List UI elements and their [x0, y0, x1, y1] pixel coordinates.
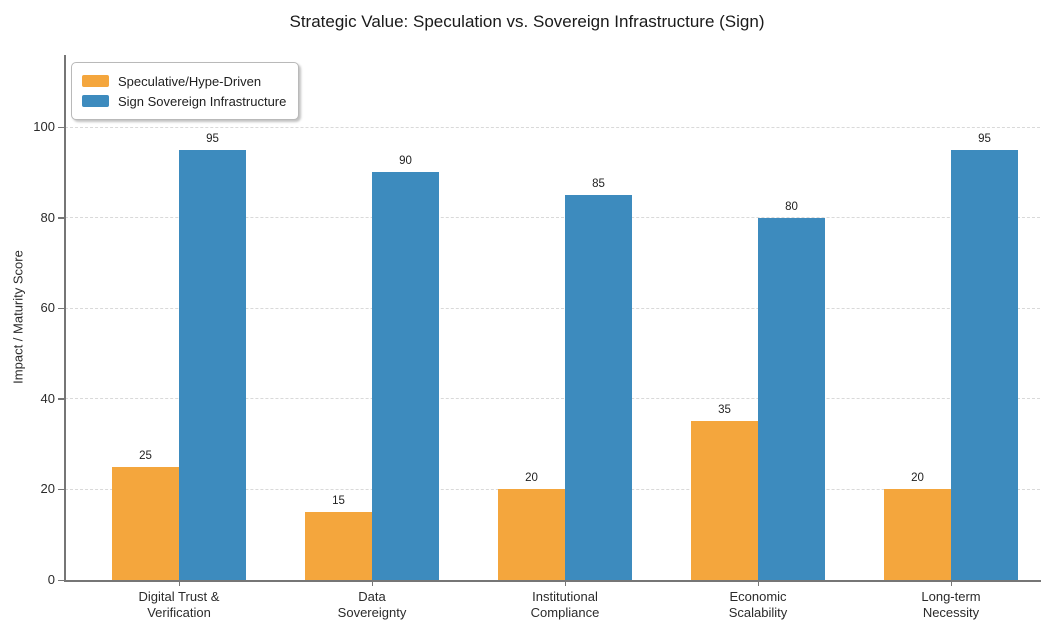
y-tick-mark-80: [58, 217, 64, 219]
x-tick-label-3: Economic Scalability: [728, 589, 788, 620]
bar-1-2: [565, 195, 632, 580]
bar-value-label-1-4: 95: [978, 133, 991, 145]
bar-value-label-0-3: 35: [718, 404, 731, 416]
bar-1-0: [179, 150, 246, 580]
gridline-40: [65, 398, 1040, 400]
bar-0-0: [112, 467, 179, 580]
x-tick-label-0: Digital Trust & Verification: [138, 589, 220, 620]
bar-0-2: [498, 489, 565, 580]
legend-label-sovereign: Sign Sovereign Infrastructure: [118, 93, 287, 109]
plot-area: 25 95 15 90 20 85 35 80 20 95 Speculative/Hype-Dr…: [65, 55, 1040, 580]
x-tick-mark-3: [757, 580, 759, 586]
y-tick-mark-0: [58, 579, 64, 581]
y-tick-mark-60: [58, 307, 64, 310]
bar-value-label-0-2: 20: [525, 472, 538, 484]
y-tick-mark-40: [58, 398, 64, 400]
x-tick-label-1: Data Sovereignty: [337, 589, 407, 620]
y-tick-label-80: 80: [40, 209, 55, 225]
legend-item-sovereign: Sign Sovereign Infrastructure: [82, 91, 286, 111]
bar-0-1: [305, 512, 372, 580]
legend-swatch-sovereign: [82, 95, 109, 107]
bar-1-3: [758, 218, 825, 580]
bar-0-3: [691, 421, 758, 580]
y-tick-label-40: 40: [40, 390, 55, 406]
legend-label-speculative: Speculative/Hype-Driven: [118, 73, 262, 89]
x-tick-label-2: Institutional Compliance: [530, 589, 600, 620]
y-tick-label-60: 60: [40, 300, 55, 316]
chart-title: Strategic Value: Speculation vs. Soverei…: [289, 12, 765, 31]
x-tick-mark-2: [564, 580, 566, 586]
bar-value-label-0-1: 15: [332, 495, 345, 507]
bar-1-4: [951, 150, 1018, 580]
gridline-100: [65, 126, 1040, 128]
x-tick-mark-4: [950, 580, 952, 586]
y-axis-spine: [64, 55, 66, 581]
legend-swatch-speculative: [82, 75, 109, 87]
bar-value-label-0-0: 25: [139, 450, 152, 462]
bar-value-label-1-1: 90: [399, 155, 412, 167]
bar-value-label-1-0: 95: [206, 133, 219, 145]
gridline-80: [65, 217, 1040, 219]
x-tick-mark-0: [178, 580, 180, 586]
bar-1-1: [372, 172, 439, 580]
y-tick-mark-20: [58, 488, 64, 491]
gridline-60: [65, 307, 1040, 309]
bar-value-label-0-4: 20: [911, 472, 924, 484]
y-tick-label-100: 100: [33, 119, 55, 134]
legend-item-speculative: Speculative/Hype-Driven: [82, 71, 286, 91]
bar-value-label-1-3: 80: [785, 201, 798, 213]
bar-value-label-1-2: 85: [592, 178, 605, 190]
legend: Speculative/Hype-Driven Sign Sovereign I…: [71, 62, 300, 120]
y-tick-label-0: 0: [47, 572, 55, 587]
y-tick-label-20: 20: [40, 481, 55, 497]
bar-0-4: [884, 489, 951, 580]
y-tick-mark-100: [58, 126, 64, 128]
x-tick-label-4: Long-term Necessity: [921, 589, 981, 620]
y-axis-label: Impact / Maturity Score: [10, 250, 26, 384]
x-axis-spine: [64, 580, 1041, 582]
x-tick-mark-1: [371, 580, 373, 586]
